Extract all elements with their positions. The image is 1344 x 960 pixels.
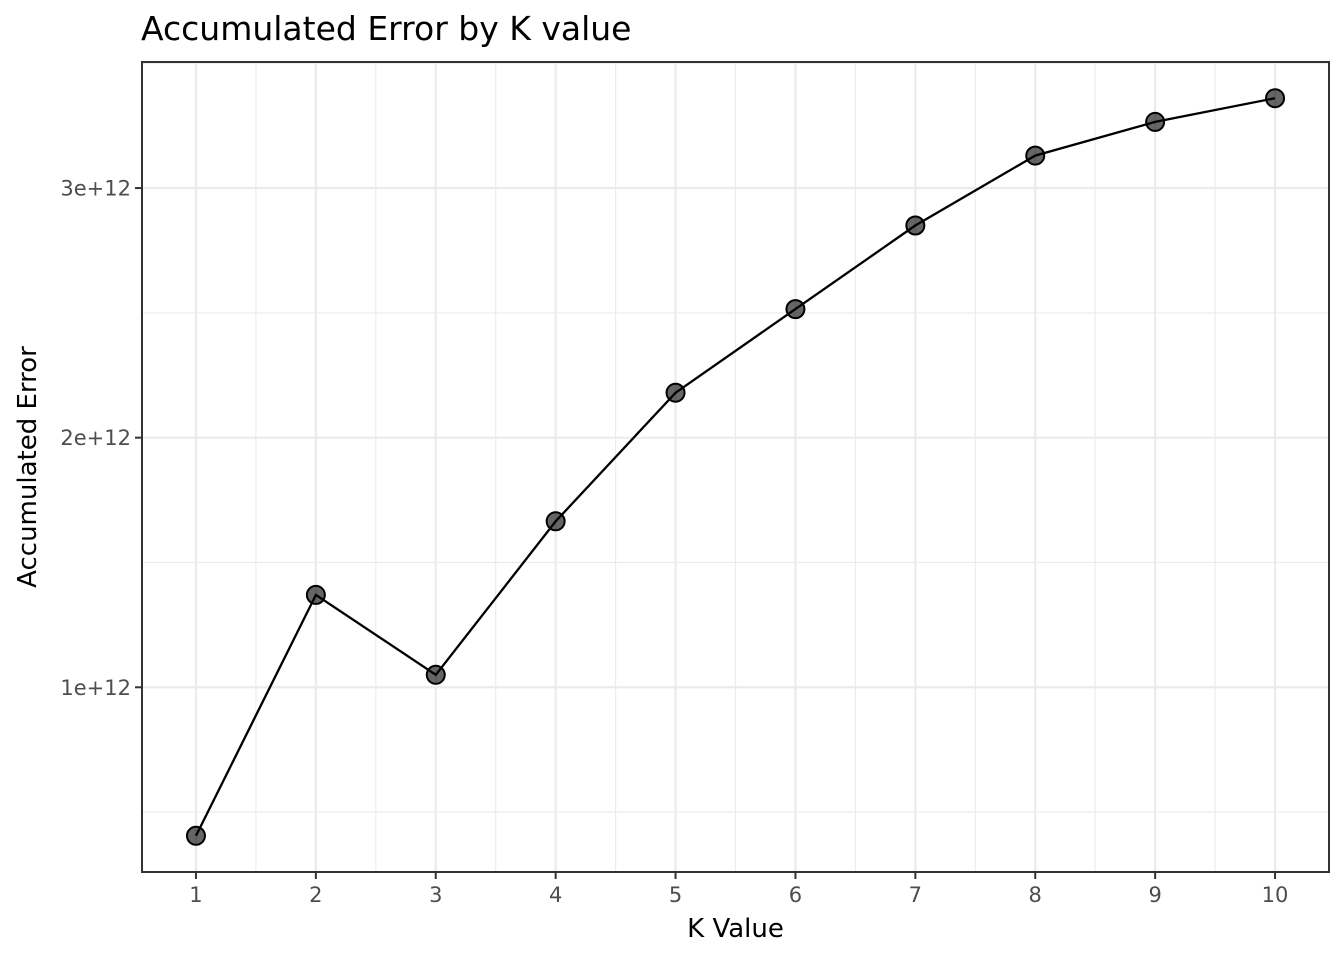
y-tick-label: 1e+12 (60, 676, 131, 700)
x-tick-label: 4 (549, 883, 562, 907)
data-point (1025, 145, 1046, 166)
x-tick-label: 7 (909, 883, 922, 907)
x-tick-label: 1 (189, 883, 202, 907)
major-gridlines-y (142, 186, 1329, 689)
x-axis: 1 2 3 4 5 6 7 8 9 10 (189, 872, 1288, 907)
y-tick-label: 3e+12 (60, 177, 131, 201)
x-axis-title: K Value (687, 914, 784, 944)
x-tick-label: 3 (429, 883, 442, 907)
x-tick-label: 2 (309, 883, 322, 907)
chart-title: Accumulated Error by K value (141, 9, 632, 48)
plot-panel-border (141, 61, 1330, 873)
data-point (785, 299, 806, 320)
y-axis-title: Accumulated Error (13, 346, 43, 588)
x-tick-label: 10 (1262, 883, 1289, 907)
data-point (1145, 111, 1166, 132)
x-tick-label: 5 (669, 883, 682, 907)
x-tick-label: 8 (1029, 883, 1042, 907)
series-line (194, 97, 1276, 837)
data-point (305, 584, 326, 605)
data-point (665, 382, 686, 403)
data-points (185, 88, 1286, 846)
x-tick-label: 9 (1148, 883, 1161, 907)
major-gridlines-x (194, 62, 1277, 872)
y-axis: 1e+12 2e+12 3e+12 (60, 177, 142, 700)
data-point (905, 215, 926, 236)
data-point (185, 825, 206, 846)
y-tick-label: 2e+12 (60, 426, 131, 450)
data-point (425, 664, 446, 685)
data-point (1265, 88, 1286, 109)
data-point (545, 511, 566, 532)
minor-gridlines-x (255, 62, 1216, 872)
x-tick-label: 6 (789, 883, 802, 907)
